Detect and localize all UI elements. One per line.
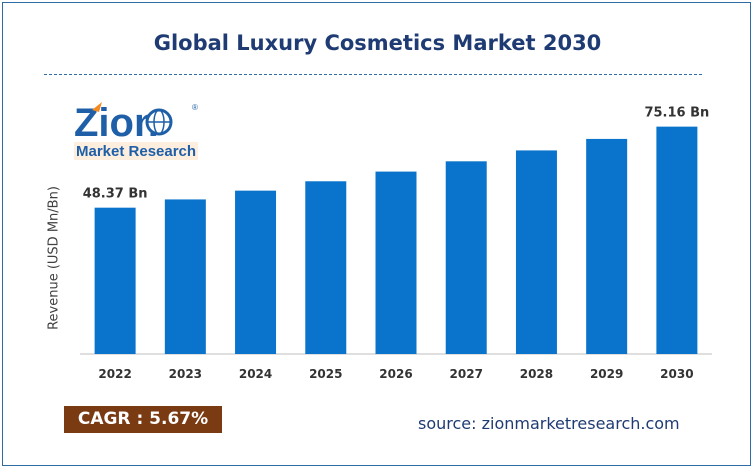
bar-2026: [375, 171, 417, 354]
bar-2027: [445, 161, 487, 354]
bar-2024: [235, 190, 277, 354]
x-tick-label-2027: 2027: [450, 367, 483, 381]
x-tick-label-2025: 2025: [309, 367, 342, 381]
logo-registered-mark: ®: [192, 103, 198, 112]
title-divider: [44, 74, 702, 75]
data-label-2022: 48.37 Bn: [83, 187, 148, 202]
zion-logo-graphic: Zion ® Market Research: [74, 101, 198, 160]
bar-2028: [515, 150, 557, 354]
x-tick-label-2023: 2023: [169, 367, 202, 381]
x-tick-label-2024: 2024: [239, 367, 272, 381]
source-text: source: zionmarketresearch.com: [418, 414, 680, 433]
bar-2030: [656, 126, 698, 355]
bar-2023: [164, 199, 206, 354]
x-tick-label-2030: 2030: [660, 367, 693, 381]
x-tick-label-2022: 2022: [98, 367, 131, 381]
logo-subtitle-text: Market Research: [76, 143, 196, 160]
logo-subtitle-band: [74, 142, 198, 160]
data-label-2030: 75.16 Bn: [644, 106, 709, 121]
globe-icon: [145, 108, 173, 136]
bar-2022: [94, 207, 136, 354]
bar-2029: [586, 138, 628, 354]
zion-logo: Zion ® Market Research: [72, 100, 202, 164]
x-tick-label-2029: 2029: [590, 367, 623, 381]
bar-2025: [305, 181, 347, 354]
logo-brand-text: Zion: [74, 101, 158, 145]
chart-title: Global Luxury Cosmetics Market 2030: [153, 31, 602, 55]
cagr-badge: CAGR : 5.67%: [64, 406, 222, 433]
logo-swoosh-icon: [92, 102, 102, 112]
x-tick-label-2026: 2026: [379, 367, 412, 381]
x-tick-label-2028: 2028: [520, 367, 553, 381]
